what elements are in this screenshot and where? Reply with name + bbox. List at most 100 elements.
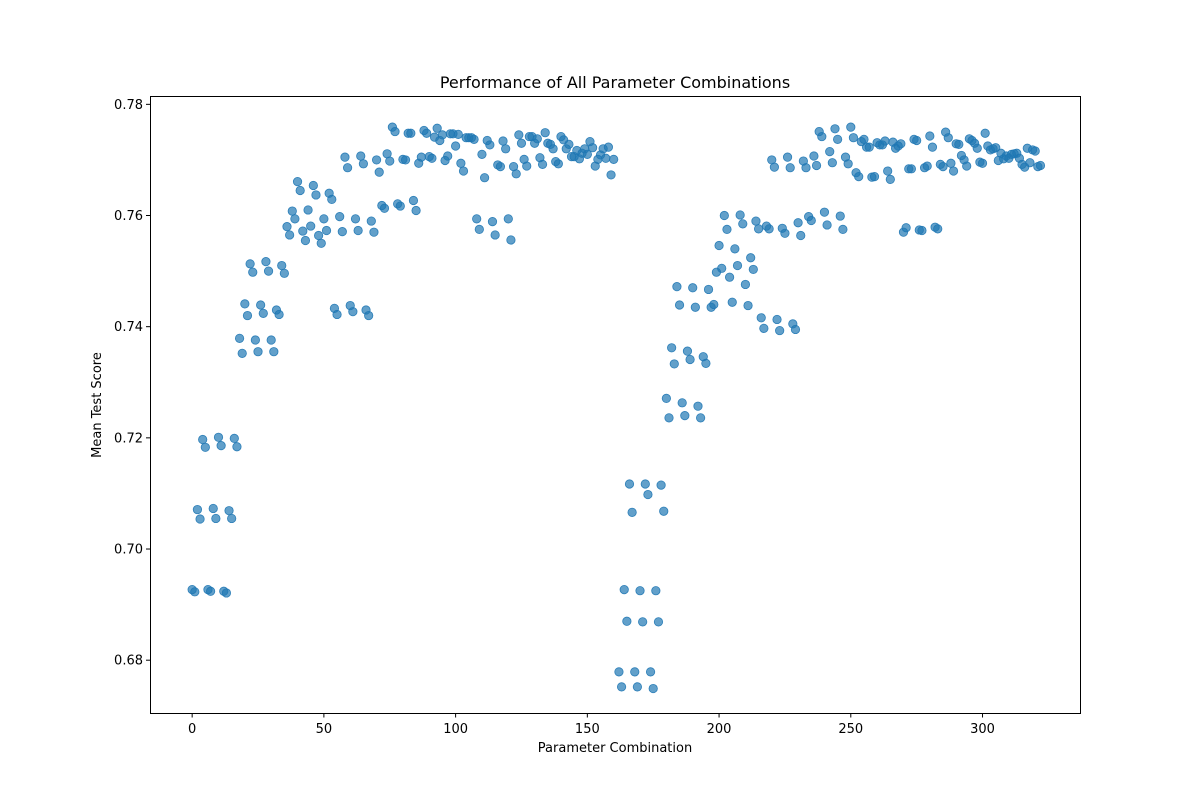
data-point bbox=[885, 174, 895, 184]
data-point bbox=[601, 153, 611, 163]
data-point bbox=[364, 310, 374, 321]
data-point bbox=[667, 343, 677, 353]
data-point bbox=[793, 218, 803, 228]
data-point bbox=[437, 130, 448, 140]
data-point bbox=[661, 393, 671, 403]
data-point bbox=[751, 216, 761, 226]
data-point bbox=[943, 133, 953, 143]
data-point bbox=[285, 230, 295, 240]
data-point bbox=[835, 211, 845, 221]
data-point bbox=[938, 161, 948, 172]
data-point bbox=[732, 260, 743, 271]
data-point bbox=[400, 155, 411, 165]
data-point bbox=[690, 302, 700, 312]
x-tick-label: 150 bbox=[575, 722, 600, 737]
data-point bbox=[727, 297, 737, 307]
data-point bbox=[208, 503, 218, 514]
data-point bbox=[335, 212, 345, 222]
data-point bbox=[635, 586, 645, 596]
data-point bbox=[624, 479, 635, 489]
data-point bbox=[553, 159, 563, 169]
data-point bbox=[825, 146, 835, 157]
x-tick-label: 100 bbox=[443, 722, 468, 737]
data-point bbox=[458, 166, 469, 176]
y-axis-ticks: 0.68 0.70 0.72 0.74 0.76 0.78 bbox=[114, 98, 150, 669]
data-point bbox=[490, 230, 500, 240]
data-point bbox=[827, 158, 837, 168]
data-point bbox=[537, 159, 548, 169]
data-point bbox=[922, 161, 932, 171]
data-point bbox=[833, 134, 843, 144]
data-point bbox=[385, 156, 395, 166]
data-point bbox=[759, 323, 769, 333]
data-point bbox=[353, 225, 363, 236]
data-point bbox=[738, 219, 748, 229]
data-point bbox=[356, 151, 366, 161]
data-point bbox=[358, 159, 368, 169]
data-point bbox=[469, 134, 479, 144]
data-point bbox=[263, 266, 274, 276]
data-point bbox=[588, 143, 598, 153]
data-point bbox=[801, 163, 811, 173]
data-point bbox=[632, 682, 642, 692]
data-point bbox=[216, 441, 226, 451]
data-point bbox=[854, 172, 864, 182]
chart-title: Performance of All Parameter Combination… bbox=[440, 73, 790, 92]
data-point bbox=[192, 504, 203, 515]
data-point bbox=[785, 163, 795, 173]
data-point bbox=[311, 190, 321, 200]
x-axis-ticks: 0 50 100 150 200 250 300 bbox=[188, 713, 995, 737]
data-point bbox=[709, 299, 719, 310]
data-point bbox=[479, 173, 490, 183]
data-point bbox=[848, 133, 859, 143]
y-tick-label: 0.70 bbox=[114, 543, 143, 558]
data-point bbox=[369, 227, 379, 237]
data-point bbox=[838, 224, 848, 235]
data-point bbox=[200, 442, 210, 452]
data-point bbox=[659, 506, 669, 516]
data-point bbox=[282, 222, 292, 232]
data-point bbox=[719, 210, 729, 221]
data-point bbox=[977, 158, 988, 168]
data-point bbox=[266, 335, 276, 345]
data-point bbox=[213, 432, 224, 442]
y-axis-label: Mean Test Score bbox=[90, 352, 105, 458]
data-point bbox=[350, 214, 361, 224]
x-tick-label: 250 bbox=[838, 722, 863, 737]
data-point bbox=[688, 283, 698, 293]
data-point bbox=[717, 263, 727, 273]
data-point bbox=[242, 310, 253, 321]
data-point bbox=[790, 324, 801, 335]
data-point bbox=[287, 206, 297, 216]
data-point bbox=[653, 617, 664, 627]
x-tick-label: 0 bbox=[188, 722, 196, 737]
data-point bbox=[379, 203, 390, 213]
data-point bbox=[416, 152, 426, 162]
data-point bbox=[906, 164, 916, 174]
data-point bbox=[806, 215, 816, 226]
data-point bbox=[221, 588, 231, 598]
data-point bbox=[319, 214, 329, 224]
data-point bbox=[896, 139, 906, 149]
data-point bbox=[846, 122, 856, 132]
data-point bbox=[859, 134, 869, 144]
data-point bbox=[927, 142, 938, 152]
data-point bbox=[972, 143, 982, 153]
data-point bbox=[614, 667, 624, 677]
data-point bbox=[1030, 146, 1040, 156]
data-point bbox=[227, 513, 237, 524]
data-point bbox=[269, 347, 279, 357]
data-point bbox=[453, 129, 463, 139]
data-point bbox=[648, 683, 658, 694]
data-point bbox=[756, 313, 766, 323]
data-point bbox=[693, 401, 703, 411]
data-point bbox=[258, 308, 268, 318]
data-point bbox=[917, 225, 927, 236]
data-point bbox=[630, 667, 640, 677]
data-point bbox=[232, 442, 242, 452]
data-point bbox=[864, 142, 874, 152]
data-point bbox=[645, 667, 656, 677]
data-point bbox=[314, 230, 324, 241]
data-point bbox=[253, 347, 263, 357]
